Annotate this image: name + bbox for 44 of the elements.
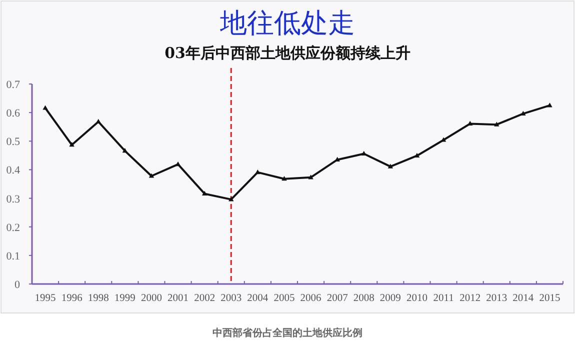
point [122,148,128,153]
y-tick-label: 0.6 [6,108,20,120]
y-tick-label: 0.3 [6,193,20,206]
point [255,169,260,174]
y-tick-label: 0 [14,279,20,291]
x-tick-label: 2007 [326,293,348,304]
point [547,102,552,108]
point [69,142,74,147]
x-tick-label: 1998 [88,293,109,304]
x-tick-label: 2015 [539,293,560,304]
x-tick-label: 1999 [114,293,136,304]
point [228,196,234,202]
x-tick-label: 2001 [168,293,189,304]
x-tick-label: 2014 [512,293,534,304]
x-tick-label: 2004 [247,293,269,304]
point [175,161,181,166]
x-tick-label: 2000 [140,293,162,304]
x-tick-label: 2010 [406,293,428,304]
point [148,173,154,178]
x-tick-label: 2008 [353,293,374,304]
x-tick-label: 2002 [194,293,216,304]
x-tick-label: 2003 [220,293,242,304]
y-tick-label: 0.7 [6,79,20,91]
x-tick-label: 1996 [61,293,82,304]
chart-title: 地往低处走 [219,8,355,39]
text: 中西部省份占全国的土地供应比例 [212,327,362,339]
point [308,174,314,180]
point [388,164,394,168]
point [202,190,208,196]
point [42,105,48,110]
x-tick-label: 2013 [486,293,508,304]
y-tick-label: 0.5 [6,136,20,148]
x-tick-label: 2009 [380,293,401,304]
chart-subtitle: 03年后中西部土地供应份额持续上升 [164,44,410,62]
x-tick-label: 2012 [460,293,481,304]
point [282,176,287,181]
point [494,122,500,126]
x-tick-label: 1995 [34,293,56,304]
y-tick-label: 0.4 [6,164,20,177]
y-tick-label: 0.1 [6,250,20,262]
x-tick-label: 2005 [274,293,295,304]
x-tick-label: 2011 [433,293,454,304]
x-tick-label: 2006 [300,293,322,304]
y-tick-label: 0.2 [6,222,20,234]
